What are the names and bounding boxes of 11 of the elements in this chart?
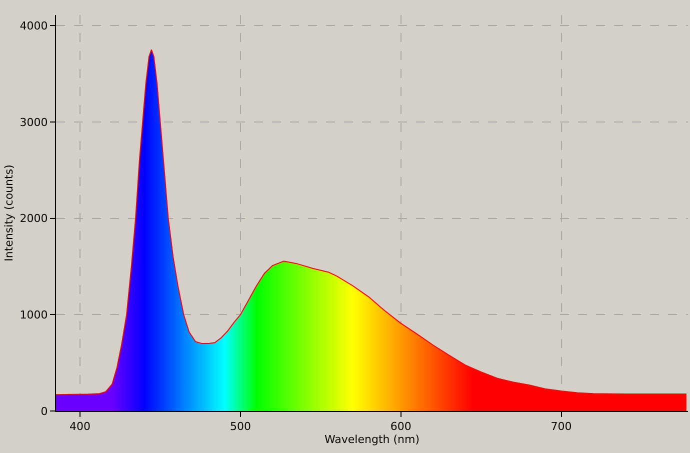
y-axis-title: Intensity (counts) [2, 164, 16, 262]
y-tick-label: 1000 [20, 308, 48, 322]
x-tick-label: 400 [70, 420, 91, 434]
x-tick-label: 700 [550, 420, 572, 434]
x-tick-label: 500 [230, 420, 251, 434]
x-tick-label: 600 [390, 420, 412, 434]
y-tick-label: 0 [40, 404, 48, 418]
y-tick-label: 4000 [20, 19, 48, 32]
y-tick-label: 2000 [20, 212, 48, 226]
x-axis-title: Wavelength (nm) [324, 433, 420, 446]
y-tick-label: 3000 [20, 116, 48, 129]
